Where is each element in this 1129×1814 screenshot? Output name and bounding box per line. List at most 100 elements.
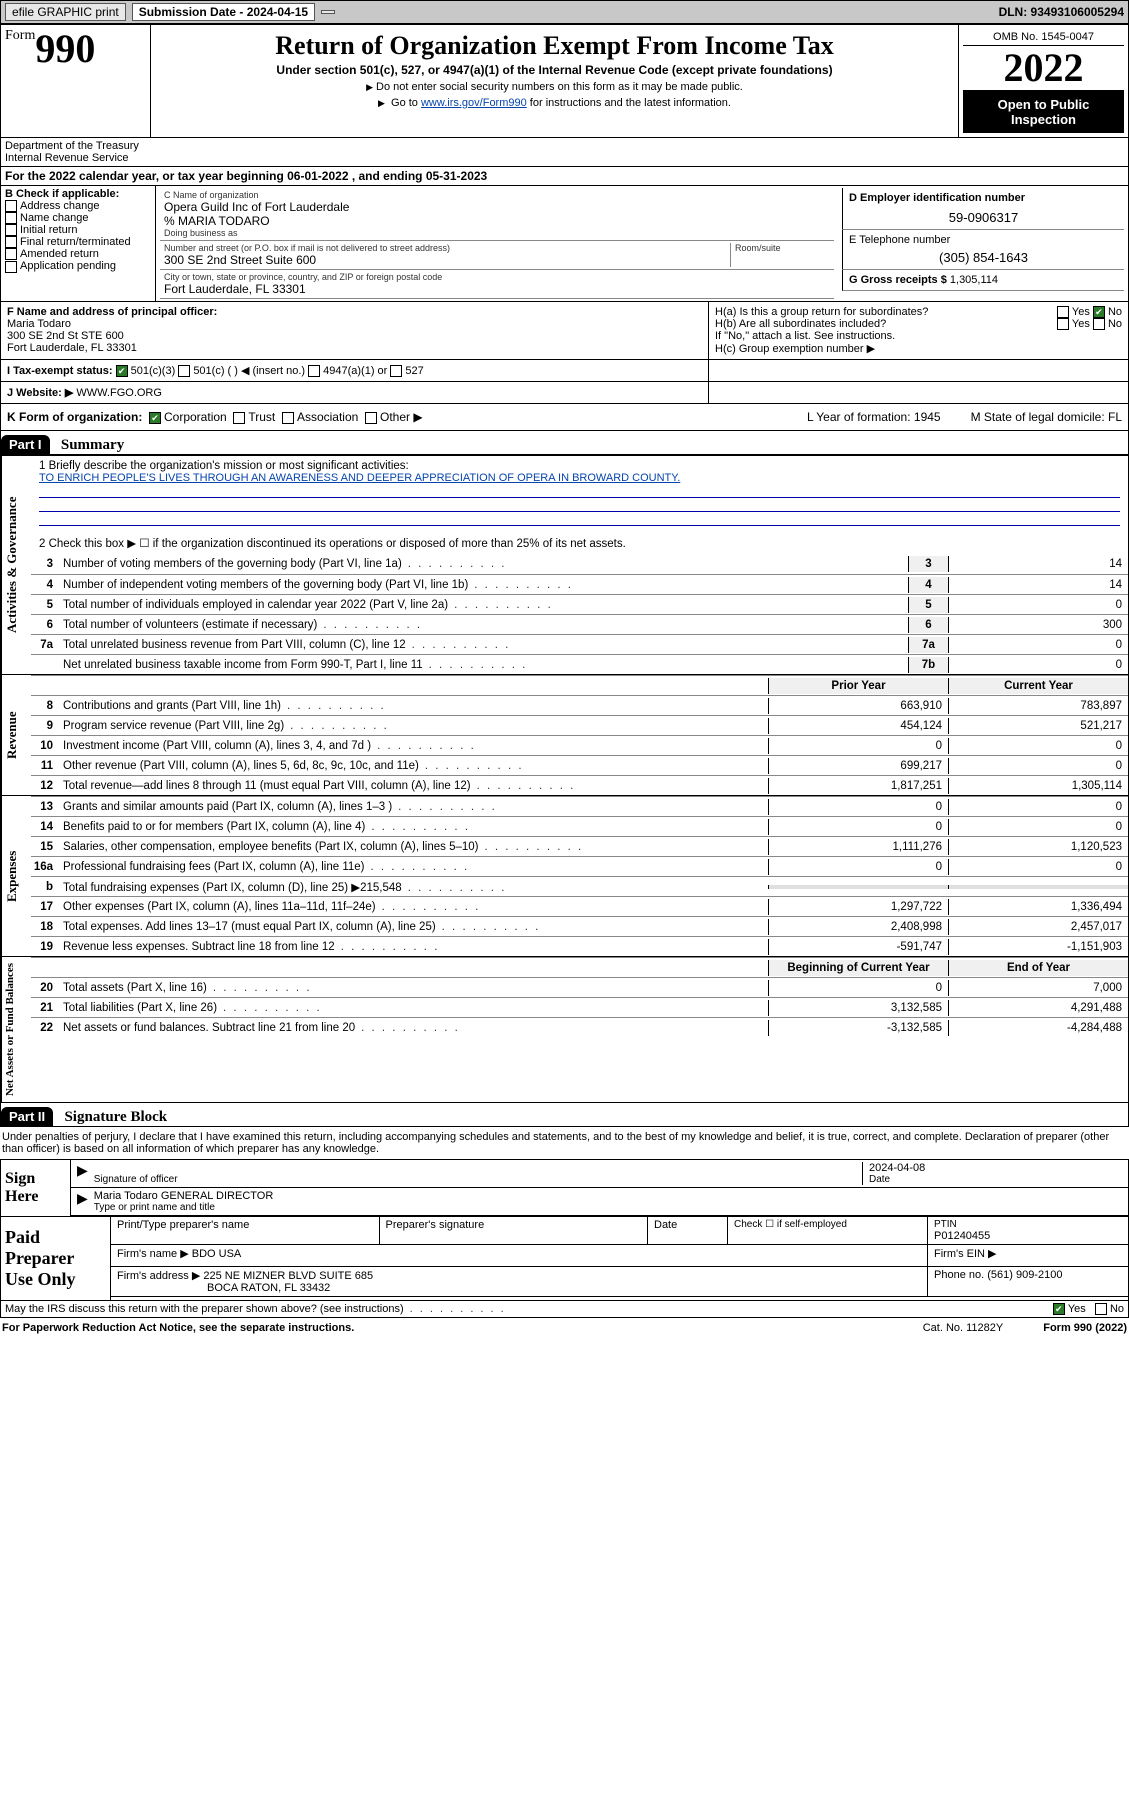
h-a-yes[interactable]: Yes [1057, 306, 1090, 318]
line-1-label: 1 Briefly describe the organization's mi… [39, 460, 1120, 472]
h-b-label: H(b) Are all subordinates included? [715, 318, 886, 330]
line-description: Net unrelated business taxable income fr… [59, 657, 908, 673]
date-label: Date [869, 1174, 1122, 1185]
summary-line: Net unrelated business taxable income fr… [31, 654, 1128, 674]
part-2-badge: Part II [1, 1107, 53, 1126]
paperwork-notice: For Paperwork Reduction Act Notice, see … [2, 1322, 354, 1334]
part-1-title: Summary [61, 437, 124, 454]
check-other[interactable]: Other ▶ [365, 410, 423, 424]
line-value: 0 [948, 597, 1128, 613]
current-year-value: 1,120,523 [948, 839, 1128, 855]
line-2-text: 2 Check this box ▶ ☐ if the organization… [39, 536, 1120, 550]
current-year-value: -4,284,488 [948, 1020, 1128, 1036]
check-application-pending[interactable]: Application pending [5, 260, 151, 272]
signature-of-officer-label: Signature of officer [94, 1174, 178, 1185]
current-year-value: 521,217 [948, 718, 1128, 734]
line-value: 14 [948, 577, 1128, 593]
check-corporation[interactable]: Corporation [149, 410, 227, 424]
room-suite-label: Room/suite [735, 243, 830, 253]
officer-city: Fort Lauderdale, FL 33301 [7, 342, 702, 354]
summary-line: 18 Total expenses. Add lines 13–17 (must… [31, 916, 1128, 936]
current-year-value [948, 885, 1128, 889]
line-j-label: J Website: ▶ [7, 387, 73, 399]
discuss-row: May the IRS discuss this return with the… [0, 1301, 1129, 1318]
line-number: b [31, 881, 59, 893]
efile-print-button[interactable]: efile GRAPHIC print [5, 3, 126, 21]
net-assets-section: Net Assets or Fund Balances Beginning of… [0, 957, 1129, 1103]
current-year-value: 7,000 [948, 980, 1128, 996]
prior-year-value: 454,124 [768, 718, 948, 734]
end-year-header: End of Year [948, 960, 1128, 976]
officer-print-name: Maria Todaro GENERAL DIRECTOR [94, 1190, 274, 1202]
sign-here-block: Sign Here Signature of officer 2024-04-0… [0, 1159, 1129, 1217]
summary-line: 14 Benefits paid to or for members (Part… [31, 816, 1128, 836]
penalties-text: Under penalties of perjury, I declare th… [0, 1127, 1129, 1159]
form-subtitle-1: Under section 501(c), 527, or 4947(a)(1)… [155, 63, 954, 77]
part-1-badge: Part I [1, 435, 50, 454]
self-employed-check[interactable]: Check ☐ if self-employed [734, 1219, 921, 1230]
line-description: Contributions and grants (Part VIII, lin… [59, 698, 768, 714]
dln-label: DLN: 93493106005294 [999, 5, 1124, 19]
year-cell: OMB No. 1545-0047 2022 Open to Public In… [958, 25, 1128, 137]
current-year-value: 0 [948, 819, 1128, 835]
h-b-no[interactable]: No [1093, 318, 1122, 330]
line-description: Number of independent voting members of … [59, 577, 908, 593]
line-number: 3 [31, 558, 59, 570]
discuss-no[interactable]: No [1095, 1303, 1124, 1315]
line-k: K Form of organization: Corporation Trus… [0, 404, 1129, 431]
mission-text: TO ENRICH PEOPLE'S LIVES THROUGH AN AWAR… [39, 472, 1120, 484]
summary-line: 10 Investment income (Part VIII, column … [31, 735, 1128, 755]
dba-label: Doing business as [164, 228, 830, 238]
current-year-value: 0 [948, 738, 1128, 754]
discuss-yes[interactable]: Yes [1053, 1303, 1086, 1315]
line-number: 10 [31, 740, 59, 752]
line-box-number: 6 [908, 617, 948, 633]
h-a-no[interactable]: No [1093, 306, 1122, 318]
summary-line: 20 Total assets (Part X, line 16) 0 7,00… [31, 977, 1128, 997]
check-527[interactable]: 527 [390, 365, 423, 377]
check-501c[interactable]: 501(c) ( ) ◀ (insert no.) [178, 365, 305, 377]
prior-year-value: 0 [768, 799, 948, 815]
current-year-value: 1,305,114 [948, 778, 1128, 794]
line-description: Benefits paid to or for members (Part IX… [59, 819, 768, 835]
check-amended-return[interactable]: Amended return [5, 248, 151, 260]
summary-line: 22 Net assets or fund balances. Subtract… [31, 1017, 1128, 1037]
line-k-label: K Form of organization: [7, 410, 142, 424]
check-address-change[interactable]: Address change [5, 200, 151, 212]
part-1-header-row: Part I Summary [0, 431, 1129, 455]
beginning-year-header: Beginning of Current Year [768, 960, 948, 976]
check-association[interactable]: Association [282, 410, 358, 424]
h-b-yes[interactable]: Yes [1057, 318, 1090, 330]
blank-line-1 [39, 486, 1120, 498]
year-of-formation: L Year of formation: 1945 [807, 410, 941, 424]
line-description: Salaries, other compensation, employee b… [59, 839, 768, 855]
current-year-value: 1,336,494 [948, 899, 1128, 915]
check-initial-return[interactable]: Initial return [5, 224, 151, 236]
check-4947[interactable]: 4947(a)(1) or [308, 365, 387, 377]
line-i-label: I Tax-exempt status: [7, 365, 113, 377]
check-trust[interactable]: Trust [233, 410, 275, 424]
preparer-sig-header: Preparer's signature [380, 1217, 649, 1244]
line-number: 7a [31, 639, 59, 651]
box-b: B Check if applicable: Address change Na… [1, 186, 156, 301]
check-501c3[interactable]: 501(c)(3) [116, 365, 176, 377]
sign-here-label: Sign Here [1, 1160, 71, 1216]
box-d-e-g: D Employer identification number 59-0906… [838, 186, 1128, 301]
check-final-return[interactable]: Final return/terminated [5, 236, 151, 248]
vlabel-net-assets: Net Assets or Fund Balances [1, 957, 31, 1102]
preparer-name-header: Print/Type preparer's name [111, 1217, 380, 1244]
ein-value: 59-0906317 [849, 210, 1118, 225]
h-b-note: If "No," attach a list. See instructions… [715, 330, 1122, 342]
line-number: 14 [31, 821, 59, 833]
summary-section: Activities & Governance 1 Briefly descri… [0, 455, 1129, 675]
current-year-value: -1,151,903 [948, 939, 1128, 955]
line-description: Other expenses (Part IX, column (A), lin… [59, 899, 768, 915]
line-description: Total number of individuals employed in … [59, 597, 908, 613]
line-description: Total unrelated business revenue from Pa… [59, 637, 908, 653]
line-value: 300 [948, 617, 1128, 633]
box-f: F Name and address of principal officer:… [1, 302, 708, 359]
print-name-label: Type or print name and title [94, 1202, 274, 1213]
dropdown-blank[interactable] [321, 10, 335, 14]
check-name-change[interactable]: Name change [5, 212, 151, 224]
irs-link[interactable]: www.irs.gov/Form990 [421, 97, 527, 109]
